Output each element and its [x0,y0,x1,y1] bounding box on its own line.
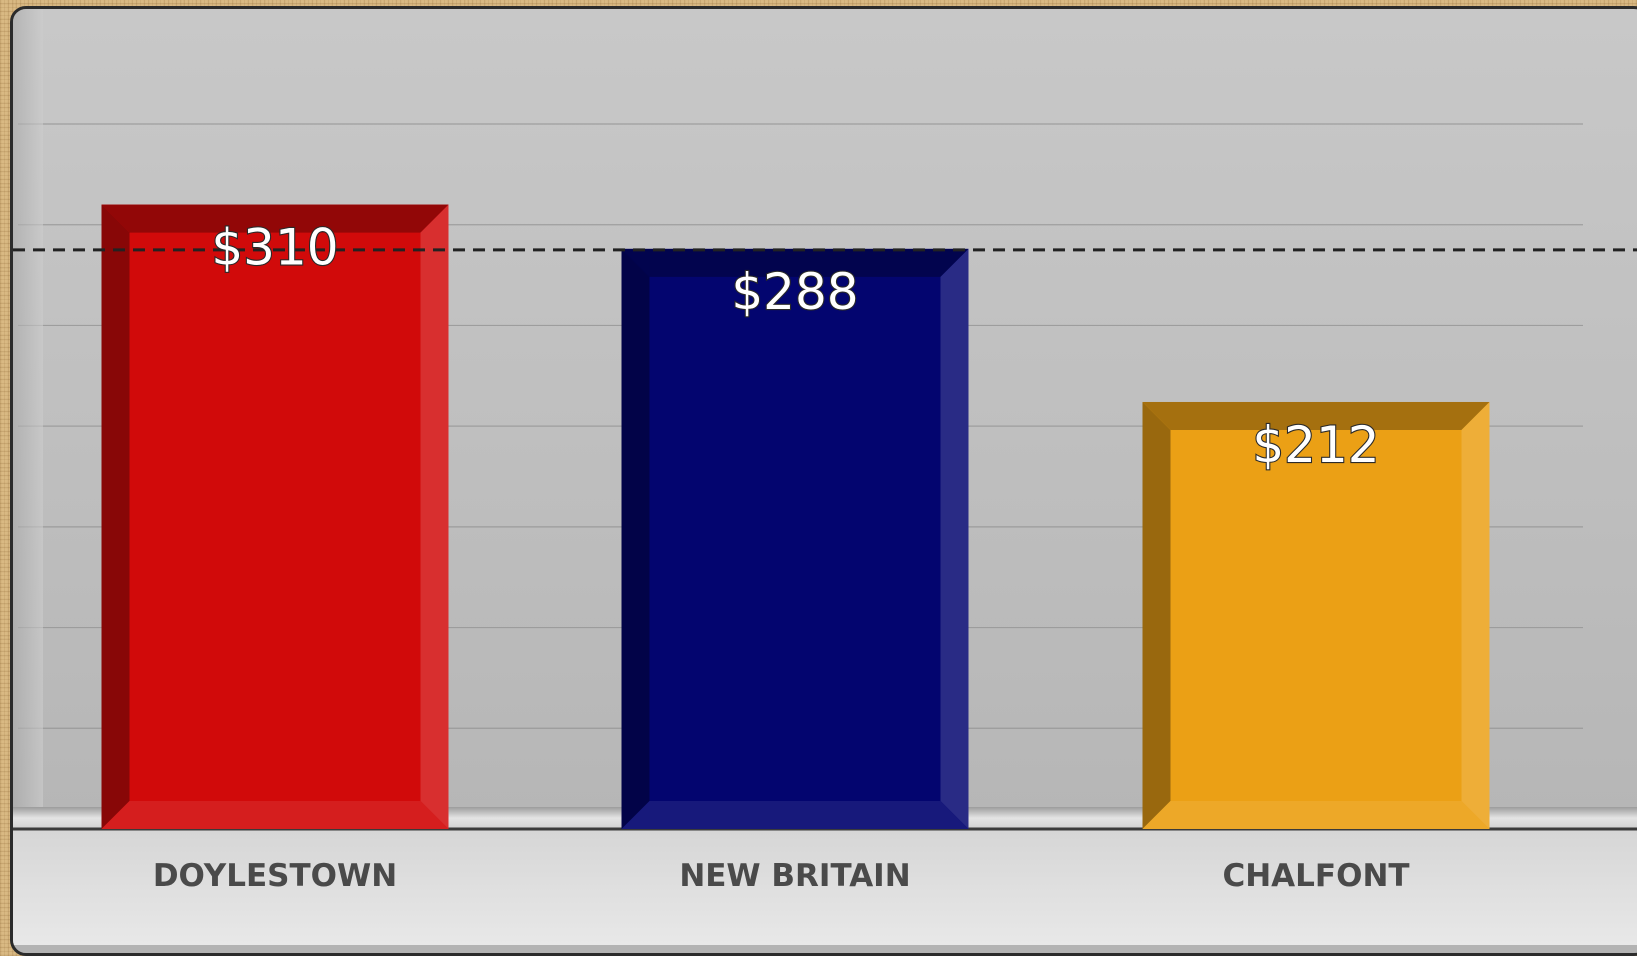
bar-face [101,204,449,830]
chart-frame: $310 $288 $212 DOYLESTOWN NEW BRITAIN CHALFO… [10,6,1637,956]
data-label: $288 [731,263,858,321]
category-band [13,830,1637,945]
bar-bevel-bottom [1142,801,1490,829]
data-label: $212 [1252,416,1379,474]
left-wall [13,9,43,829]
bar-bevel-right [940,248,969,829]
bar-bevel-left [621,248,650,829]
bar-chalfont [1142,401,1490,829]
bar-bevel-right [1461,401,1490,829]
category-label: DOYLESTOWN [153,858,397,894]
bar-bevel-left [1142,401,1171,829]
bar-bevel-bottom [621,801,969,829]
bar-chart: $310 $288 $212 DOYLESTOWN NEW BRITAIN CHALFO… [13,9,1637,945]
bar-bevel-top [101,204,449,233]
data-labels: $310 $288 $212 [210,217,1380,475]
category-labels: DOYLESTOWN NEW BRITAIN CHALFONT [153,858,1410,894]
category-label: CHALFONT [1222,858,1409,894]
bar-face [1142,401,1490,829]
bars [101,204,1490,830]
bar-bevel-bottom [101,801,449,829]
bar-new-britain [621,248,969,829]
category-label: NEW BRITAIN [679,858,910,894]
bar-bevel-right [420,204,449,830]
data-label: $310 [211,219,338,277]
bar-bevel-top [1142,401,1490,430]
bar-face [621,248,969,829]
bar-doylestown [101,204,449,830]
bar-bevel-left [101,204,130,830]
bar-bevel-top [621,248,969,277]
